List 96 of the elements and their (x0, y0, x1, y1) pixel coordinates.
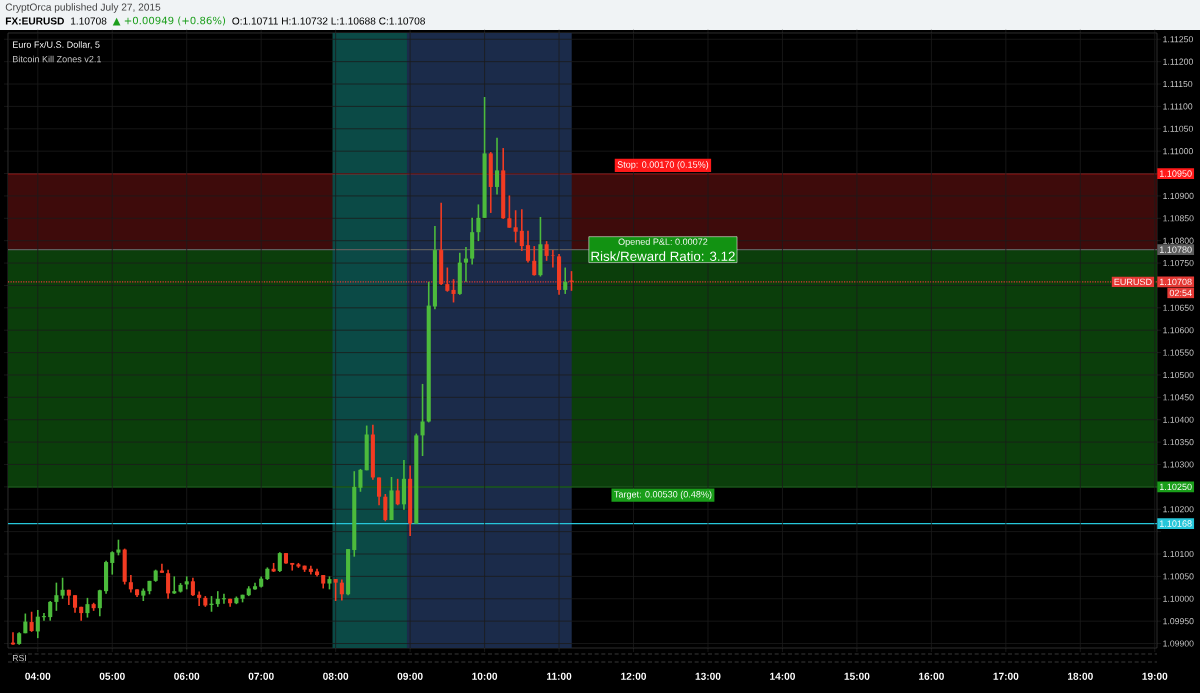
y-tick-label: 1.10400 (1163, 416, 1194, 423)
y-tick-label: 1.10300 (1163, 461, 1194, 468)
y-tick-label: 1.10750 (1163, 260, 1194, 267)
y-tick-label: 1.09950 (1163, 618, 1194, 625)
candlestick (476, 203, 481, 242)
x-tick-label: 18:00 (1068, 672, 1093, 680)
y-tick-label: 1.11100 (1163, 103, 1193, 110)
candlestick (451, 278, 456, 304)
y-tick-label: 1.10850 (1163, 215, 1194, 222)
candlestick (277, 551, 282, 573)
candlestick (35, 609, 40, 639)
candlestick (463, 246, 469, 283)
y-tick-label: 1.10350 (1163, 439, 1194, 446)
candlestick (60, 576, 65, 600)
candlestick (184, 575, 189, 591)
y-tick-label: 1.10550 (1163, 349, 1194, 356)
x-tick-label: 14:00 (770, 672, 795, 680)
candlestick (110, 550, 115, 576)
x-tick-label: 09:00 (397, 672, 423, 680)
y-tick-label: 1.10200 (1163, 506, 1194, 513)
x-tick-label: 08:00 (323, 672, 349, 680)
x-tick-label: 04:00 (25, 672, 51, 680)
y-tick-label: 1.11000 (1163, 148, 1193, 155)
x-tick-label: 10:00 (472, 672, 498, 680)
annotation: Risk/Reward Ratio: 3.12 (591, 251, 735, 261)
y-tick-label: 1.09900 (1163, 640, 1194, 647)
candlestick (41, 612, 47, 622)
candlestick (166, 568, 171, 600)
y-tick-label: 1.11250 (1163, 36, 1193, 43)
candlestick (544, 240, 549, 262)
y-tick-label: 1.11050 (1163, 125, 1193, 132)
y-tick-label: 1.11200 (1163, 58, 1193, 65)
y-tick-label: 1.10050 (1163, 573, 1194, 580)
candlestick (507, 194, 512, 229)
candlestick (48, 600, 53, 622)
candlestick (358, 468, 363, 493)
candlestick (197, 590, 202, 607)
candlestick (54, 581, 59, 612)
y-tick-label: 1.10000 (1163, 595, 1194, 602)
text: 1.10708 (71, 17, 107, 25)
candlestick (563, 266, 568, 295)
candlestick (532, 245, 537, 277)
candlestick (420, 383, 425, 457)
x-tick-label: 17:00 (993, 672, 1019, 680)
x-tick-label: 16:00 (919, 672, 944, 680)
y-tick-label: 1.10450 (1163, 394, 1194, 401)
candlestick (550, 249, 555, 269)
text: 02:54 (1169, 289, 1192, 297)
ref-line-label: 1.10250 (1159, 483, 1192, 491)
candlestick (190, 576, 195, 597)
candlestick (569, 270, 574, 292)
candlestick (290, 562, 295, 572)
text: RSI (12, 654, 26, 662)
y-tick-label: 1.10500 (1163, 371, 1194, 379)
ref-line-label: 1.10708 (1159, 278, 1192, 286)
y-tick-label: 1.10100 (1163, 550, 1194, 558)
candlestick (97, 589, 102, 618)
candlestick (445, 266, 450, 293)
y-tick-label: 1.10600 (1163, 327, 1194, 334)
y-tick-label: 1.10800 (1163, 237, 1194, 244)
text: Euro Fx/U.S. Dollar, 5 (13, 41, 100, 49)
candlestick (85, 597, 90, 619)
y-tick-label: 1.10900 (1163, 192, 1194, 199)
candlestick (519, 208, 524, 252)
candlestick (221, 593, 227, 605)
ref-line-label: 1.10780 (1159, 246, 1192, 253)
text: ▲ +0.00949 (+0.86%) (112, 16, 226, 26)
candlestick (383, 493, 388, 523)
candlestick (29, 610, 34, 633)
candlestick (377, 476, 382, 507)
ref-line-label: 1.10950 (1159, 170, 1192, 177)
x-tick-label: 07:00 (248, 672, 274, 680)
y-tick-label: 1.11150 (1163, 80, 1193, 88)
candlestick (339, 578, 344, 602)
text: Bitcoin Kill Zones v2.1 (13, 55, 102, 63)
candlestick (525, 230, 531, 264)
candlestick (494, 136, 500, 196)
text: CryptOrca published July 27, 2015 (5, 3, 161, 13)
x-tick-label: 13:00 (695, 672, 721, 680)
x-tick-label: 05:00 (99, 672, 125, 680)
x-tick-label: 15:00 (844, 672, 870, 680)
annotation: Opened P&L: 0.00072 (618, 238, 708, 247)
candlestick (513, 209, 518, 244)
text: O:1.10711 H:1.10732 L:1.10688 C:1.10708 (232, 17, 425, 25)
annotation: EURUSD (1114, 278, 1152, 286)
ref-line-label: 1.10168 (1159, 520, 1192, 527)
x-tick-label: 12:00 (621, 672, 647, 680)
band-label: Target: 0.00530 (0.48%) (614, 490, 712, 500)
x-tick-label: 06:00 (174, 672, 200, 680)
y-tick-label: 1.10650 (1163, 304, 1194, 311)
candlestick (333, 578, 338, 602)
x-tick-label: 19:00 (1142, 672, 1168, 680)
text: FX:EURUSD (5, 17, 64, 25)
band-label: Stop: 0.00170 (0.15%) (617, 161, 709, 170)
x-tick-label: 11:00 (547, 672, 572, 680)
candlestick (395, 478, 400, 507)
